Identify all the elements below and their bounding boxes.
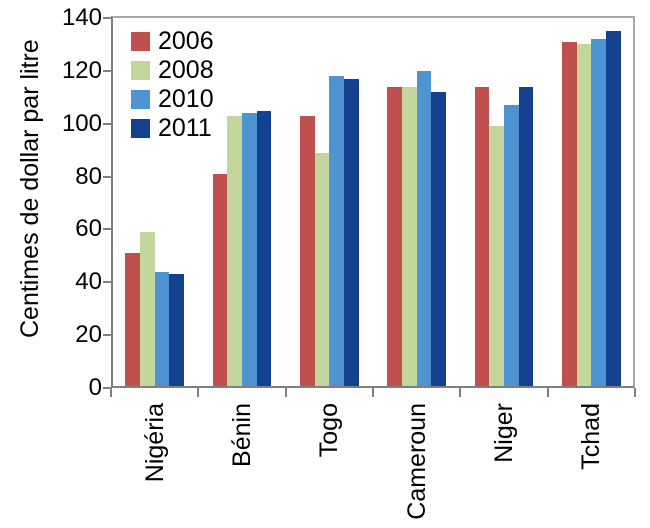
y-tick-mark (103, 175, 111, 178)
y-tick-mark (103, 17, 111, 19)
y-tick-mark (103, 334, 111, 337)
y-tick-label: 60 (75, 215, 102, 243)
bar-Nigéria-2010 (154, 271, 170, 386)
legend-item-2006: 2006 (131, 27, 214, 56)
y-tick-mark (103, 387, 111, 389)
y-tick-label: 40 (75, 268, 102, 296)
x-category-label-Tchad: Tchad (577, 403, 606, 470)
y-tick-label: 100 (61, 109, 102, 137)
legend-label: 2010 (158, 85, 214, 113)
y-tick-label: 140 (61, 4, 102, 31)
legend-swatch-icon (131, 32, 150, 51)
bar-Cameroun-2010 (416, 70, 432, 386)
bar-Cameroun-2008 (402, 86, 417, 386)
x-category-label-Nigéria: Nigéria (140, 403, 169, 483)
x-category-label-Togo: Togo (315, 403, 344, 458)
legend-item-2010: 2010 (131, 85, 214, 114)
bar-Bénin-2010 (242, 113, 257, 386)
bar-Togo-2011 (343, 78, 359, 386)
bar-Bénin-2011 (256, 110, 272, 386)
x-category-label-Cameroun: Cameroun (402, 403, 431, 520)
y-tick-mark (103, 69, 111, 72)
y-tick-mark (103, 122, 111, 125)
bar-Nigéria-2006 (125, 253, 141, 386)
bar-Tchad-2008 (576, 44, 592, 386)
bar-Togo-2006 (300, 115, 315, 386)
bar-Niger-2011 (518, 86, 534, 386)
x-tick-mark (459, 388, 462, 397)
y-tick-label: 0 (88, 374, 102, 401)
bar-Nigéria-2008 (140, 232, 155, 386)
legend-swatch-icon (131, 90, 150, 109)
x-tick-mark (372, 388, 374, 397)
x-tick-mark (197, 388, 200, 397)
bar-Togo-2010 (329, 76, 344, 386)
x-category-label-Bénin: Bénin (228, 403, 256, 467)
y-tick-mark (103, 228, 111, 231)
bar-Niger-2010 (504, 105, 519, 386)
y-tick-label: 120 (61, 56, 102, 84)
y-tick-mark (103, 281, 111, 284)
bar-Cameroun-2011 (431, 92, 446, 386)
legend-swatch-icon (131, 119, 150, 138)
bar-Bénin-2008 (227, 115, 242, 386)
bar-Tchad-2011 (605, 31, 621, 386)
bar-Tchad-2010 (591, 39, 606, 386)
bar-Togo-2008 (314, 152, 330, 386)
x-tick-mark (634, 388, 636, 397)
legend-label: 2006 (158, 27, 214, 55)
bar-Tchad-2006 (562, 41, 577, 386)
x-tick-mark (110, 388, 112, 397)
legend-item-2008: 2008 (131, 56, 214, 85)
bar-Nigéria-2011 (169, 274, 184, 386)
y-tick-label: 20 (75, 321, 102, 349)
x-tick-mark (284, 388, 287, 397)
legend-label: 2011 (158, 114, 212, 142)
bar-Bénin-2006 (212, 173, 228, 386)
x-category-label-Niger: Niger (490, 403, 518, 463)
bar-Cameroun-2006 (387, 86, 403, 386)
x-tick-mark (546, 388, 549, 397)
legend-item-2011: 2011 (131, 114, 214, 143)
legend: 2006 2008 2010 2011 (131, 27, 214, 143)
legend-label: 2008 (158, 56, 214, 84)
legend-swatch-icon (131, 61, 150, 80)
y-tick-label: 80 (75, 162, 102, 190)
bar-Niger-2008 (489, 126, 504, 386)
bar-Niger-2006 (474, 86, 490, 386)
